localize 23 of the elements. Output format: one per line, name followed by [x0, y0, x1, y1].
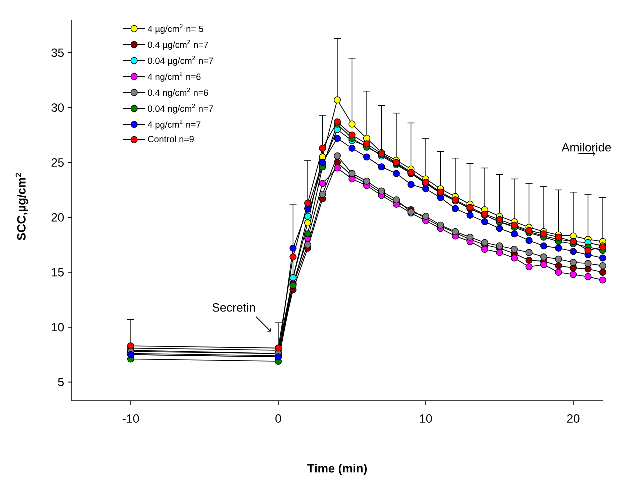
x-tick-label: 10: [420, 414, 432, 423]
legend-label: Control n=9: [148, 136, 194, 143]
y-tick-label: 35: [52, 48, 64, 58]
x-tick-label: -10: [122, 414, 140, 423]
y-tick-label: 30: [52, 104, 64, 112]
y-tick-label: 25: [52, 158, 64, 167]
y-tick-label: 15: [52, 268, 64, 277]
legend-label: 4 µg/cm$^{2}$ n= 5: [148, 24, 204, 34]
legend-label: 4 ng/cm$^{2}$ n=6: [148, 72, 201, 82]
x-axis-title: Time (min): [308, 464, 368, 476]
legend-label: 4 pg/cm$^{2}$ n=7: [148, 120, 201, 130]
legend-label: 0.4 µg/cm$^{2}$ n=7: [148, 40, 208, 50]
legend-label: 0.04 µg/cm$^{2}$ n=7: [148, 56, 214, 66]
x-tick-label: 0: [276, 414, 282, 423]
y-tick-label: 10: [52, 323, 64, 332]
y-tick-label: 20: [52, 213, 64, 222]
legend-label: 0.4 ng/cm$^{2}$ n=6: [148, 88, 208, 98]
annotation: Amiloride: [562, 142, 612, 152]
legend-label: 0.04 ng/cm$^{2}$ n=7: [148, 104, 214, 114]
x-tick-label: 20: [567, 414, 580, 423]
y-tick-label: 5: [58, 378, 64, 386]
y-axis-title: SCC,µg/cm$^{2}$: [16, 173, 28, 240]
annotation: Secretin: [212, 303, 256, 312]
